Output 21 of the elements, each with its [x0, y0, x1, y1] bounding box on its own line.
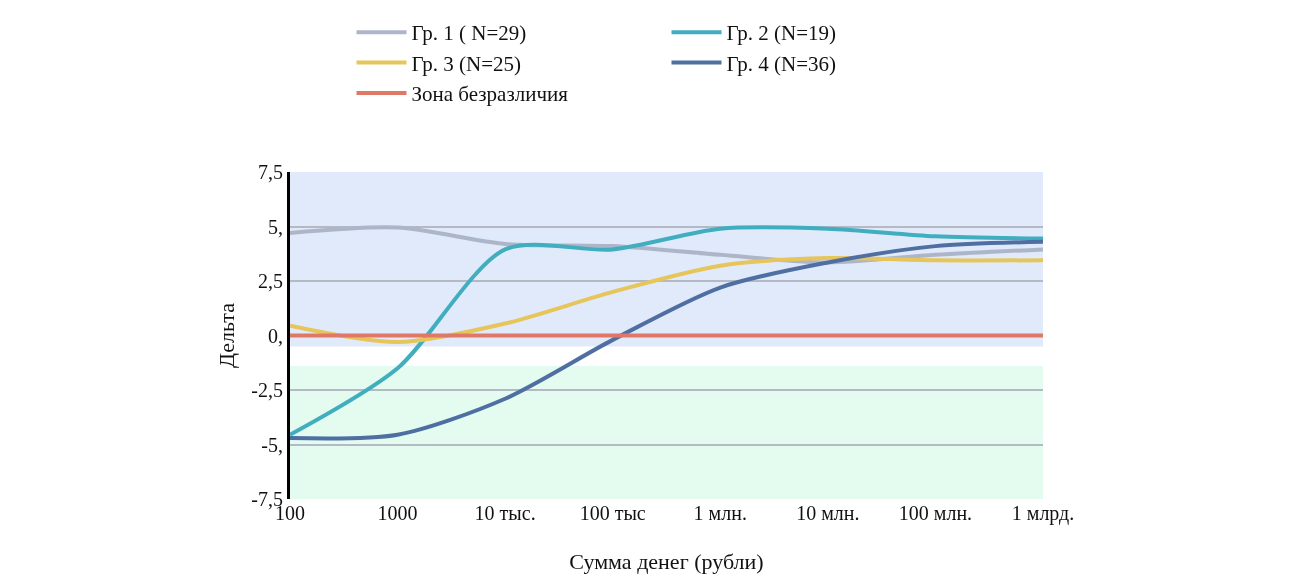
legend-label: Гр. 3 (N=25)	[411, 51, 522, 76]
x-tick-label: 10 тыс.	[474, 502, 536, 524]
y-tick-label: -2,5	[251, 379, 283, 401]
x-tick-label: 1 млрд.	[1011, 502, 1075, 525]
y-tick-label: 2,5	[258, 270, 283, 292]
y-tick-label: -5,	[261, 433, 283, 456]
line-series	[290, 256, 1043, 345]
x-tick-label: 1000	[377, 502, 418, 524]
y-tick-label: 5,	[268, 215, 283, 238]
legend-label: Гр. 2 (N=19)	[726, 21, 837, 46]
x-axis-title: Сумма денег (рубли)	[569, 549, 764, 574]
y-tick-label: 7,5	[258, 161, 283, 183]
x-tick-label: 1 млн.	[693, 502, 747, 524]
legend-label: Гр. 1 ( N=29)	[411, 21, 527, 46]
x-tick-label: 10 млн.	[796, 502, 860, 524]
y-axis-title: Дельта	[214, 302, 239, 368]
legend-label: Зона безразличия	[411, 82, 569, 107]
x-tick-label: 100 млн.	[898, 502, 973, 524]
x-tick-label: 100 тыс	[579, 502, 646, 524]
legend-label: Гр. 4 (N=36)	[726, 51, 837, 76]
y-tick-label: 0,	[268, 324, 283, 347]
